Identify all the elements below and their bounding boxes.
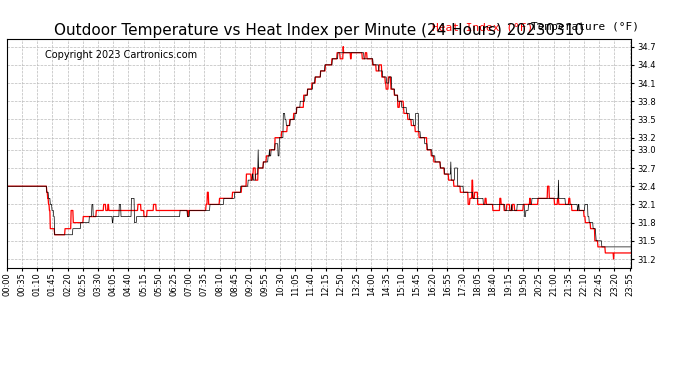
Heat Index (°F) (609, 257, 618, 261)
Text: Copyright 2023 Cartronics.com: Copyright 2023 Cartronics.com (45, 50, 197, 60)
Temperature (°F) (334, 51, 342, 55)
Heat Index (°F) (339, 44, 347, 49)
Temperature (°F) (417, 135, 425, 140)
Line: Heat Index (°F): Heat Index (°F) (7, 46, 631, 259)
Temperature (°F) (553, 196, 562, 201)
Temperature (°F) (212, 202, 220, 207)
Temperature (°F) (627, 244, 635, 249)
Heat Index (°F) (417, 135, 425, 140)
Heat Index (°F) (627, 251, 635, 255)
Heat Index (°F) (141, 214, 150, 219)
Temperature (°F) (498, 202, 506, 207)
Temperature (°F) (3, 184, 11, 189)
Heat Index (°F) (498, 202, 506, 207)
Text: Heat Index (°F): Heat Index (°F) (431, 22, 533, 32)
Line: Temperature (°F): Temperature (°F) (7, 53, 631, 247)
Heat Index (°F) (553, 196, 562, 201)
Temperature (°F) (126, 214, 135, 219)
Temperature (°F) (598, 244, 606, 249)
Temperature (°F) (141, 214, 150, 219)
Title: Outdoor Temperature vs Heat Index per Minute (24 Hours) 20230310: Outdoor Temperature vs Heat Index per Mi… (54, 23, 584, 38)
Heat Index (°F) (212, 202, 220, 207)
Heat Index (°F) (3, 184, 11, 189)
Heat Index (°F) (126, 208, 135, 213)
Text: Temperature (°F): Temperature (°F) (531, 22, 640, 32)
